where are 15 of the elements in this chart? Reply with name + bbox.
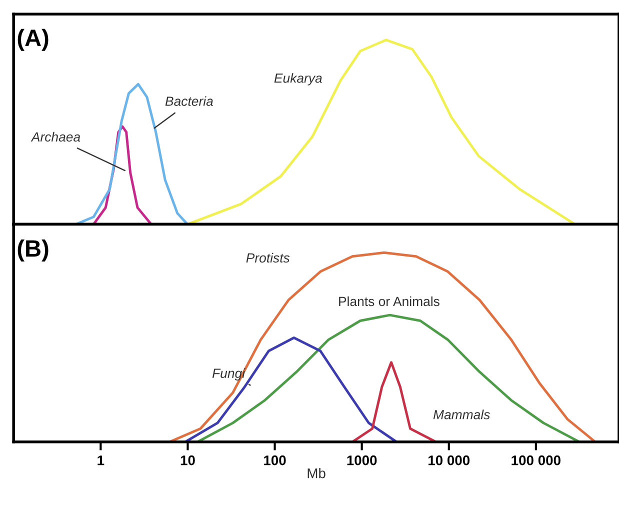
text: Protists <box>246 252 290 263</box>
x-axis-title: Mb <box>308 468 326 478</box>
series-label: Plants or Animals <box>339 296 440 306</box>
chart-title: (B) <box>18 239 48 262</box>
text: Archaea <box>30 132 80 142</box>
x-tick-label: 1000 <box>347 455 377 466</box>
x-tick-label: 100 <box>264 455 286 466</box>
series-label: Bacteria <box>165 96 213 106</box>
series-label: Mammals <box>433 410 490 420</box>
series-label: Eukarya <box>274 73 322 86</box>
x-tick-label: 10 000 <box>428 455 470 466</box>
x-tick-label: 10 <box>180 455 195 466</box>
chart-title: (A) <box>18 28 48 51</box>
x-tick-label: 1 <box>98 456 104 466</box>
x-tick-label: 100 000 <box>512 455 560 466</box>
